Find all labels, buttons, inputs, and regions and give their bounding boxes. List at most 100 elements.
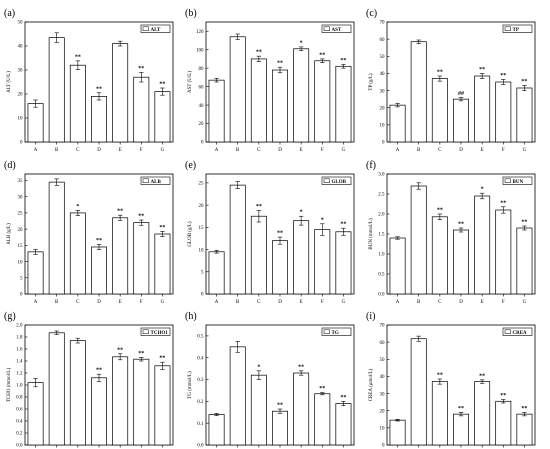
- significance-marker: **: [159, 82, 165, 88]
- legend-swatch: [323, 329, 330, 334]
- significance-marker: **: [298, 364, 304, 370]
- y-tick-label: 40: [380, 72, 386, 77]
- legend-label: ALB: [151, 180, 162, 185]
- x-tick-label: D: [97, 148, 101, 153]
- bar-F: [314, 393, 331, 446]
- y-tick-label: 0: [201, 293, 204, 298]
- panel-letter: (c): [366, 8, 377, 19]
- significance-marker: **: [458, 406, 464, 412]
- x-tick-label: F: [140, 300, 143, 305]
- bar-G: [154, 91, 171, 143]
- bar-A: [208, 414, 225, 446]
- y-tick-label: 0.4: [16, 420, 23, 425]
- legend-label: TG: [332, 331, 339, 336]
- x-tick-label: A: [396, 300, 400, 305]
- y-tick-label: 0: [382, 141, 385, 146]
- chart-panel-3: (c) 0 10 20 30 40 50 60 70 TP (g/L) A B ** C ## D ** E ** F…: [366, 8, 536, 153]
- y-axis-label: AST (U/L): [188, 71, 193, 93]
- panel-letter: (i): [366, 311, 375, 322]
- y-tick-label: 60: [380, 38, 386, 43]
- bar-B: [410, 338, 427, 446]
- y-tick-label: 50: [380, 55, 386, 60]
- bar-F: [133, 76, 150, 143]
- legend-box: [502, 327, 533, 336]
- y-tick-label: 70: [380, 324, 386, 329]
- significance-marker: **: [277, 403, 283, 409]
- x-tick-label: C: [76, 148, 80, 153]
- legend-label: CREA: [513, 331, 528, 336]
- bar-A: [27, 382, 44, 446]
- significance-marker: **: [138, 214, 144, 220]
- y-tick-label: 10: [199, 248, 205, 253]
- y-tick-label: 1.0: [378, 253, 385, 258]
- bar-A: [208, 251, 225, 295]
- bar-F: [495, 81, 512, 143]
- bar-B: [48, 181, 65, 295]
- legend-label: GLOB: [332, 180, 347, 185]
- bar-E: [474, 381, 491, 446]
- y-tick-label: 5: [201, 270, 204, 275]
- significance-marker: **: [319, 386, 325, 392]
- y-tick-label: 1.0: [16, 384, 23, 389]
- x-tick-label: C: [257, 300, 261, 305]
- bar-E: [112, 217, 129, 295]
- legend-box: [140, 24, 171, 33]
- legend-label: BUN: [513, 180, 524, 185]
- legend-box: [502, 24, 533, 33]
- significance-marker: **: [500, 200, 506, 206]
- bar-A: [389, 237, 406, 295]
- bar-B: [229, 36, 246, 143]
- bar-F: [314, 229, 331, 295]
- bar-E: [293, 372, 310, 446]
- x-tick-label: B: [236, 148, 240, 153]
- y-tick-label: 15: [199, 226, 205, 231]
- bar-C: [431, 216, 448, 295]
- significance-marker: **: [500, 73, 506, 79]
- y-tick-label: 30: [380, 392, 386, 397]
- x-tick-label: B: [417, 148, 421, 153]
- bar-B: [410, 185, 427, 295]
- panel-letter: (f): [366, 160, 376, 171]
- y-tick-label: 40: [18, 45, 24, 50]
- bar-D: [272, 240, 288, 295]
- significance-marker: **: [437, 373, 443, 379]
- significance-marker: **: [340, 395, 346, 401]
- y-tick-label: 20: [380, 409, 386, 414]
- significance-marker: **: [277, 231, 283, 237]
- significance-marker: **: [340, 58, 346, 64]
- bar-F: [314, 60, 331, 143]
- significance-marker: **: [500, 393, 506, 399]
- significance-marker: **: [437, 70, 443, 76]
- y-tick-label: 0: [20, 293, 23, 298]
- bar-C: [250, 215, 267, 295]
- legend-swatch: [504, 329, 511, 334]
- bar-F: [133, 358, 150, 446]
- chart-panel-4: (d) 0 5 10 15 20 25 30 35 ALB (g/L) A B * C ** D ** E ** F *…: [4, 160, 174, 305]
- significance-marker: *: [321, 217, 324, 223]
- y-tick-label: 0.1: [197, 422, 204, 427]
- x-tick-label: A: [34, 148, 38, 153]
- significance-marker: **: [117, 209, 123, 215]
- bar-D: [453, 98, 469, 143]
- y-tick-label: 10: [18, 260, 24, 265]
- y-tick-label: 120: [196, 30, 204, 35]
- x-tick-label: G: [342, 300, 346, 305]
- y-tick-label: 0.0: [378, 293, 385, 298]
- bar-B: [229, 184, 246, 295]
- panel-letter: (h): [185, 311, 197, 322]
- significance-marker: **: [96, 238, 102, 244]
- bar-C: [250, 374, 267, 446]
- y-tick-label: 20: [18, 228, 24, 233]
- chart-panel-2: (b) 0 20 40 60 80 100 120 AST (U/L) A B ** C ** D * E ** F…: [185, 8, 355, 153]
- y-tick-label: 10: [18, 117, 24, 122]
- y-tick-label: 2.0: [378, 213, 385, 218]
- legend-box: [321, 327, 352, 336]
- panel-letter: (b): [185, 8, 197, 19]
- panel-letter: (e): [185, 160, 196, 171]
- x-tick-label: A: [396, 148, 400, 153]
- y-axis-label: ALB (g/L): [7, 223, 12, 245]
- y-tick-label: 25: [199, 182, 205, 187]
- significance-marker: **: [159, 356, 165, 362]
- y-tick-label: 1.4: [16, 360, 23, 365]
